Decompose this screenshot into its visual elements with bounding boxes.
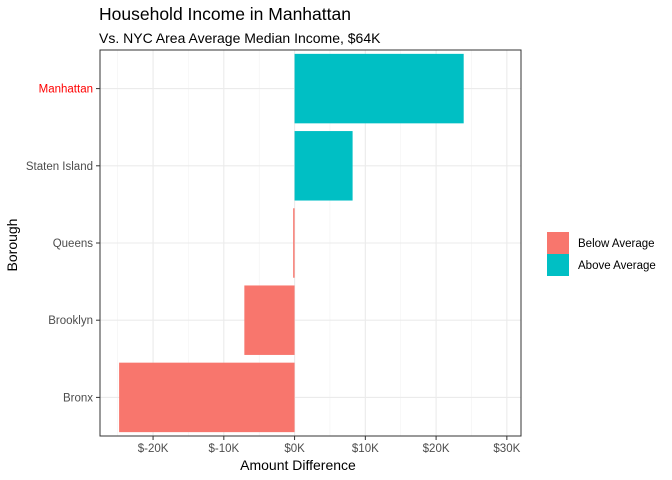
- legend-label: Above Average: [578, 260, 656, 272]
- legend-label: Below Average: [578, 238, 655, 250]
- x-tick-label: $-20K: [138, 443, 169, 455]
- bar-queens: [293, 208, 295, 278]
- y-tick-label: Manhattan: [39, 84, 93, 96]
- y-axis: Bronx Brooklyn Queens Staten Island Manhatta…: [26, 84, 100, 404]
- x-tick-label: $30K: [493, 443, 520, 455]
- bar-staten-island: [294, 131, 353, 201]
- chart-title: Household Income in Manhattan: [99, 4, 351, 24]
- x-tick-label: $10K: [352, 443, 379, 455]
- y-tick-label: Bronx: [63, 392, 93, 404]
- y-tick-label: Staten Island: [26, 161, 93, 173]
- y-axis-title: Borough: [4, 219, 20, 272]
- bars: [119, 53, 464, 433]
- x-axis-title: Amount Difference: [240, 457, 356, 473]
- bar-manhattan: [294, 53, 464, 124]
- bar-brooklyn: [244, 285, 295, 355]
- x-tick-label: $0K: [284, 443, 305, 455]
- y-tick-label: Brooklyn: [48, 315, 93, 327]
- legend-key: [547, 254, 569, 276]
- legend-key: [547, 232, 569, 254]
- bar-bronx: [119, 362, 295, 433]
- x-tick-label: $-10K: [208, 443, 239, 455]
- y-tick-label: Queens: [53, 238, 94, 250]
- legend: Below Average Above Average: [547, 232, 656, 276]
- x-tick-label: $20K: [423, 443, 450, 455]
- chart-subtitle: Vs. NYC Area Average Median Income, $64K: [99, 30, 381, 46]
- x-axis: $-20K $-10K $0K $10K $20K $30K: [138, 436, 521, 455]
